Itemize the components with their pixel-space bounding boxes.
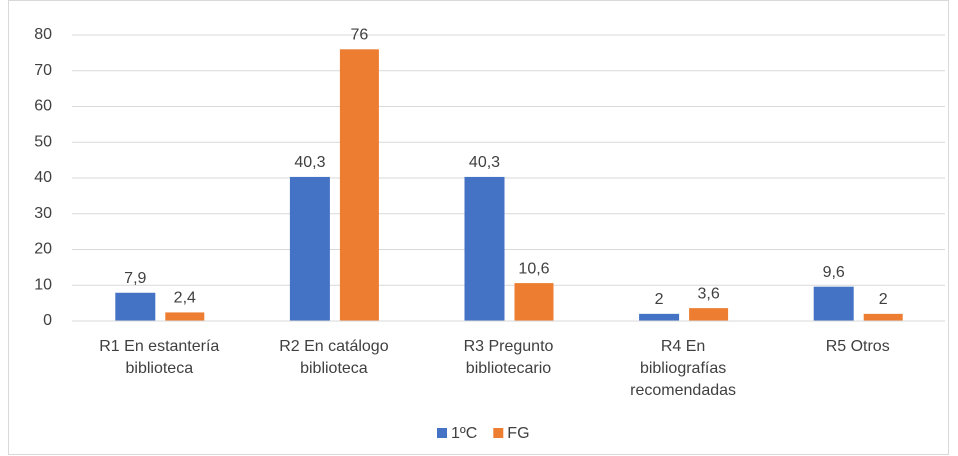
- bar: [339, 49, 379, 322]
- y-tick-label: 50: [34, 133, 52, 150]
- data-label: 40,3: [469, 154, 500, 171]
- x-tick-label: R3 Pregunto bibliotecario: [464, 338, 554, 377]
- y-tick-label: 80: [34, 26, 52, 43]
- bar: [639, 313, 680, 321]
- bar: [813, 286, 854, 321]
- x-tick-label: R5 Otros: [826, 338, 890, 355]
- y-tick-label: 20: [34, 241, 52, 258]
- y-tick-label: 60: [34, 98, 52, 115]
- bar: [689, 308, 729, 321]
- x-tick-label: R4 En bibliografías recomendadas: [630, 338, 736, 399]
- bar: [115, 292, 156, 321]
- bar: [165, 312, 205, 321]
- bar: [514, 283, 554, 321]
- x-tick-label: R2 En catálogo biblioteca: [279, 338, 389, 377]
- data-label: 2,4: [174, 290, 196, 307]
- data-label: 3,6: [697, 285, 719, 302]
- data-label: 7,9: [124, 270, 146, 287]
- legend-swatch: [437, 428, 447, 438]
- y-tick-label: 70: [34, 62, 52, 79]
- bar: [464, 176, 505, 321]
- y-tick-label: 10: [34, 276, 52, 293]
- data-label: 76: [351, 27, 369, 44]
- bar: [863, 313, 903, 321]
- data-label: 40,3: [294, 154, 325, 171]
- y-tick-label: 30: [34, 205, 52, 222]
- y-tick-label: 40: [34, 169, 52, 186]
- legend-label: 1ºC: [451, 425, 477, 442]
- bar: [289, 176, 330, 321]
- data-label: 10,6: [518, 260, 549, 277]
- legend-label: FG: [507, 425, 529, 442]
- x-tick-label: R1 En estantería biblioteca: [99, 338, 219, 377]
- data-label: 2: [879, 291, 888, 308]
- y-tick-label: 0: [43, 312, 52, 329]
- legend-swatch: [493, 428, 504, 438]
- data-label: 9,6: [823, 264, 845, 281]
- data-label: 2: [655, 291, 664, 308]
